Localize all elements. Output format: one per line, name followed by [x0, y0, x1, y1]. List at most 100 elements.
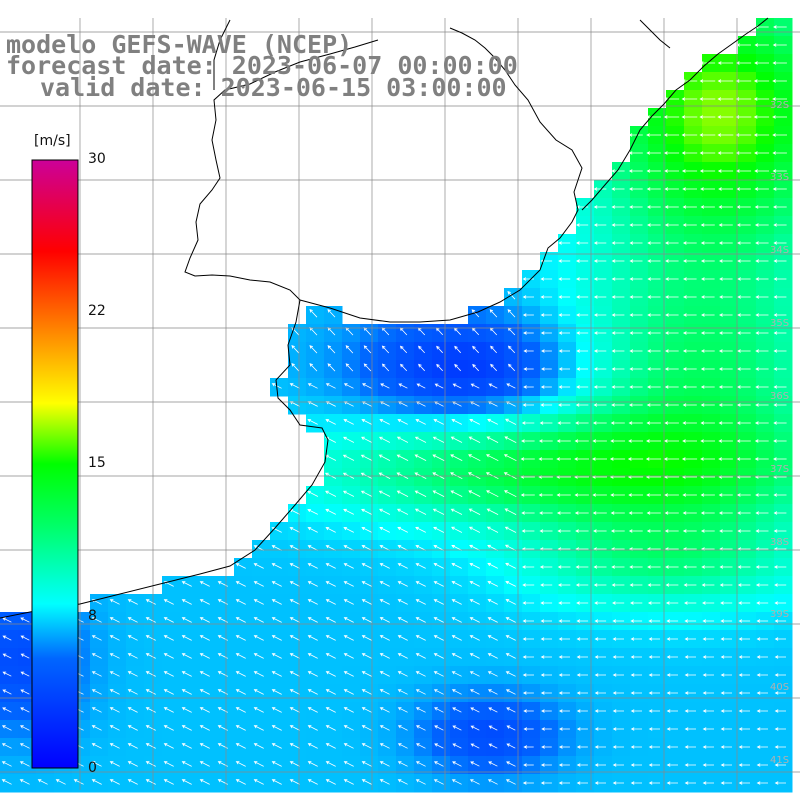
wind-arrow — [432, 436, 445, 443]
wind-arrow — [432, 454, 445, 461]
wind-arrow — [379, 707, 390, 713]
wind-arrow — [289, 779, 300, 785]
wind-arrow — [701, 583, 715, 587]
wind-arrow — [646, 187, 661, 191]
wind-arrow — [592, 493, 607, 497]
wind-arrow — [682, 439, 697, 443]
wind-arrow — [343, 617, 354, 623]
wind-arrow — [19, 779, 30, 785]
wind-arrow — [73, 779, 84, 785]
wind-arrow — [558, 763, 570, 767]
wind-arrow — [504, 526, 517, 533]
wind-arrow — [773, 565, 787, 569]
wind-arrow — [754, 169, 769, 173]
wind-arrow — [163, 689, 174, 695]
wind-arrow — [91, 743, 102, 749]
wind-arrow — [361, 707, 372, 713]
wind-arrow — [628, 169, 643, 173]
wind-arrow — [379, 779, 390, 785]
wind-arrow — [576, 277, 589, 281]
wind-arrow — [505, 418, 517, 425]
wind-arrow — [361, 779, 372, 785]
wind-arrow — [199, 671, 210, 677]
wind-arrow — [772, 187, 787, 191]
wind-arrow — [235, 707, 246, 713]
wind-arrow — [418, 345, 425, 354]
wind-arrow — [399, 345, 408, 354]
wind-arrow — [736, 439, 751, 443]
wind-arrow — [593, 259, 607, 263]
wind-arrow — [522, 781, 534, 785]
wind-arrow — [470, 725, 480, 731]
wind-arrow — [702, 763, 714, 767]
wind-arrow — [468, 490, 481, 497]
wind-arrow — [343, 653, 354, 659]
wind-arrow — [522, 601, 535, 605]
wind-arrow — [610, 529, 625, 533]
wind-arrow — [506, 725, 516, 731]
wind-arrow — [735, 79, 752, 83]
wind-arrow — [681, 457, 698, 461]
wind-arrow — [755, 295, 769, 299]
wind-arrow — [576, 727, 588, 731]
wind-arrow — [343, 671, 354, 677]
wind-arrow — [720, 745, 732, 749]
wind-arrow — [556, 439, 571, 443]
wind-arrow — [433, 761, 444, 767]
wind-arrow — [647, 565, 661, 569]
wind-arrow — [541, 745, 552, 749]
wind-arrow — [612, 709, 624, 713]
wind-arrow — [755, 493, 769, 497]
wind-arrow — [629, 583, 643, 587]
wind-arrow — [611, 259, 625, 263]
wind-arrow — [718, 223, 733, 227]
wind-arrow — [540, 781, 552, 785]
wind-arrow — [628, 151, 643, 155]
wind-arrow — [379, 599, 390, 605]
wind-arrow — [469, 635, 480, 641]
wind-arrow — [522, 691, 534, 695]
wind-arrow — [199, 635, 210, 641]
wind-arrow — [145, 779, 156, 785]
wind-arrow — [612, 691, 624, 695]
wind-arrow — [469, 779, 480, 785]
wind-arrow — [361, 689, 372, 695]
wind-arrow — [699, 97, 716, 101]
wind-arrow — [469, 689, 480, 695]
wind-arrow — [558, 601, 571, 605]
wind-arrow — [521, 529, 535, 533]
wind-arrow — [398, 383, 408, 389]
wind-arrow — [343, 545, 354, 551]
wind-arrow — [717, 79, 734, 83]
wind-arrow — [593, 331, 607, 335]
wind-arrow — [145, 761, 156, 767]
wind-arrow — [611, 349, 625, 353]
wind-arrow — [325, 761, 336, 767]
wind-arrow — [253, 725, 264, 731]
wind-arrow — [629, 223, 643, 227]
wind-arrow — [522, 313, 534, 317]
wind-arrow — [289, 509, 300, 515]
wind-arrow — [593, 367, 607, 371]
wind-arrow — [309, 345, 318, 354]
wind-arrow — [559, 727, 570, 731]
wind-arrow — [415, 419, 426, 425]
wind-arrow — [451, 617, 462, 623]
wind-arrow — [756, 601, 769, 605]
wind-arrow — [735, 151, 752, 155]
wind-arrow — [523, 367, 534, 371]
wind-arrow — [505, 689, 516, 695]
wind-arrow — [773, 313, 787, 317]
wind-arrow — [452, 725, 462, 731]
wind-arrow — [451, 671, 462, 677]
wind-arrow — [646, 511, 661, 515]
wind-arrow — [754, 151, 770, 155]
wind-arrow — [291, 344, 300, 354]
wind-arrow — [522, 565, 535, 569]
wind-arrow — [753, 97, 770, 101]
wind-arrow — [718, 187, 733, 191]
wind-arrow — [737, 565, 751, 569]
wind-arrow — [558, 403, 571, 407]
wind-arrow — [325, 617, 336, 623]
wind-arrow — [540, 619, 552, 623]
